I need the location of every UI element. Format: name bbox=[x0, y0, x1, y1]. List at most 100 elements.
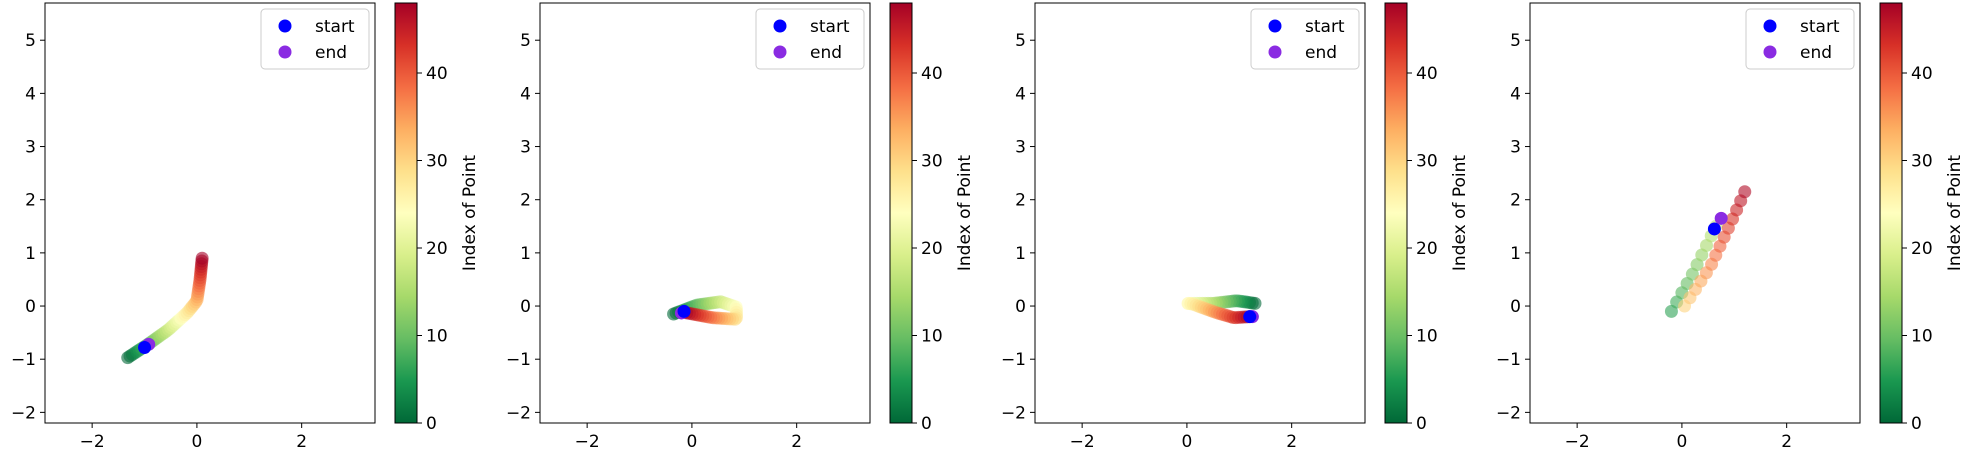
y-tick-label: 2 bbox=[25, 191, 36, 211]
legend-end-label: end bbox=[810, 43, 842, 63]
colorbar-tick-label: 40 bbox=[426, 64, 448, 84]
legend-end-marker bbox=[773, 45, 787, 59]
x-tick-label: 0 bbox=[1676, 432, 1687, 452]
colorbar bbox=[394, 2, 418, 424]
legend-start-marker bbox=[1268, 19, 1282, 33]
colorbar-tick-label: 20 bbox=[1911, 239, 1933, 259]
panel-3: −2 0 2 −2 −1 0 1 2 3 4 5 start end 0 10 20 30 40 Index of … bbox=[1001, 2, 1470, 452]
y-tick-label: 1 bbox=[520, 244, 531, 264]
points bbox=[1664, 185, 1752, 318]
colorbar-label: Index of Point bbox=[1450, 155, 1470, 272]
x-tick-label: 0 bbox=[1181, 432, 1192, 452]
y-tick-label: 3 bbox=[520, 138, 531, 158]
colorbar-tick-label: 30 bbox=[1416, 152, 1438, 172]
legend: start end bbox=[755, 8, 865, 70]
colorbar-tick-label: 0 bbox=[921, 414, 932, 434]
legend-start-marker bbox=[278, 19, 292, 33]
y-tick-label: 0 bbox=[1510, 297, 1521, 317]
points bbox=[121, 251, 209, 365]
colorbar-tick-label: 10 bbox=[1911, 327, 1933, 347]
legend-start-label: start bbox=[1305, 17, 1345, 37]
panel-1: −2 0 2 −2 −1 0 1 2 3 4 5 start end 0 10 20 30 40 Index of … bbox=[11, 2, 480, 452]
x-tick-label: −2 bbox=[80, 432, 105, 452]
y-tick-label: 4 bbox=[25, 84, 36, 104]
colorbar-tick-label: 40 bbox=[1416, 64, 1438, 84]
y-tick-label: 5 bbox=[1510, 31, 1521, 51]
data-point bbox=[1738, 185, 1752, 199]
y-tick-label: −1 bbox=[1001, 350, 1026, 370]
y-tick-label: 4 bbox=[1510, 84, 1521, 104]
y-tick-label: 1 bbox=[25, 244, 36, 264]
y-tick-label: 3 bbox=[1510, 138, 1521, 158]
points bbox=[1181, 294, 1262, 325]
legend-end-marker bbox=[1763, 45, 1777, 59]
legend-start-marker bbox=[773, 19, 787, 33]
y-tick-label: −2 bbox=[1001, 403, 1026, 423]
legend-end-marker bbox=[1268, 45, 1282, 59]
start-point bbox=[1707, 222, 1721, 236]
x-tick-label: −2 bbox=[575, 432, 600, 452]
x-tick-label: 2 bbox=[791, 432, 802, 452]
start-point bbox=[1243, 310, 1257, 324]
legend-end-label: end bbox=[315, 43, 347, 63]
colorbar-tick-label: 10 bbox=[1416, 327, 1438, 347]
y-tick-label: −1 bbox=[1496, 350, 1521, 370]
y-tick-label: 2 bbox=[1510, 191, 1521, 211]
plot-area bbox=[539, 2, 871, 424]
legend-end-label: end bbox=[1305, 43, 1337, 63]
y-tick-label: 0 bbox=[1015, 297, 1026, 317]
y-tick-label: −2 bbox=[506, 403, 531, 423]
y-tick-label: 0 bbox=[25, 297, 36, 317]
x-tick-label: 2 bbox=[1781, 432, 1792, 452]
x-tick-label: 2 bbox=[1286, 432, 1297, 452]
colorbar-tick-label: 20 bbox=[1416, 239, 1438, 259]
colorbar bbox=[889, 2, 913, 424]
legend: start end bbox=[1745, 8, 1855, 70]
colorbar bbox=[1384, 2, 1408, 424]
legend: start end bbox=[260, 8, 370, 70]
y-tick-label: 5 bbox=[520, 31, 531, 51]
legend-start-label: start bbox=[1800, 17, 1840, 37]
colorbar-tick-label: 0 bbox=[426, 414, 437, 434]
y-tick-label: 2 bbox=[520, 191, 531, 211]
panel-4: −2 0 2 −2 −1 0 1 2 3 4 5 start end 0 10 20 30 40 Index of … bbox=[1496, 2, 1963, 452]
x-tick-label: −2 bbox=[1070, 432, 1095, 452]
colorbar-tick-label: 30 bbox=[1911, 152, 1933, 172]
x-tick-label: −2 bbox=[1565, 432, 1590, 452]
y-tick-label: 4 bbox=[520, 84, 531, 104]
plot-area bbox=[44, 2, 376, 424]
y-tick-label: 3 bbox=[1015, 138, 1026, 158]
y-tick-label: 2 bbox=[1015, 191, 1026, 211]
y-tick-label: 1 bbox=[1015, 244, 1026, 264]
legend-start-marker bbox=[1763, 19, 1777, 33]
colorbar-tick-label: 40 bbox=[921, 64, 943, 84]
start-point bbox=[677, 304, 691, 318]
colorbar-tick-label: 20 bbox=[921, 239, 943, 259]
legend-end-label: end bbox=[1800, 43, 1832, 63]
y-tick-label: 3 bbox=[25, 138, 36, 158]
legend-start-label: start bbox=[315, 17, 355, 37]
colorbar-tick-label: 0 bbox=[1911, 414, 1922, 434]
colorbar-tick-label: 40 bbox=[1911, 64, 1933, 84]
end-point bbox=[1714, 211, 1728, 225]
colorbar-tick-label: 30 bbox=[426, 152, 448, 172]
y-tick-label: 1 bbox=[1510, 244, 1521, 264]
y-tick-label: −1 bbox=[11, 350, 36, 370]
colorbar-tick-label: 10 bbox=[921, 327, 943, 347]
y-tick-label: 5 bbox=[25, 31, 36, 51]
y-tick-label: 5 bbox=[1015, 31, 1026, 51]
legend-start-label: start bbox=[810, 17, 850, 37]
x-tick-label: 0 bbox=[686, 432, 697, 452]
y-tick-label: −1 bbox=[506, 350, 531, 370]
points bbox=[667, 295, 743, 326]
colorbar-label: Index of Point bbox=[460, 155, 480, 272]
y-tick-label: 4 bbox=[1015, 84, 1026, 104]
colorbar-tick-label: 20 bbox=[426, 239, 448, 259]
colorbar-tick-label: 30 bbox=[921, 152, 943, 172]
colorbar-label: Index of Point bbox=[955, 155, 975, 272]
start-point bbox=[138, 341, 152, 355]
legend: start end bbox=[1250, 8, 1360, 70]
colorbar-tick-label: 10 bbox=[426, 327, 448, 347]
colorbar bbox=[1879, 2, 1903, 424]
y-tick-label: 0 bbox=[520, 297, 531, 317]
